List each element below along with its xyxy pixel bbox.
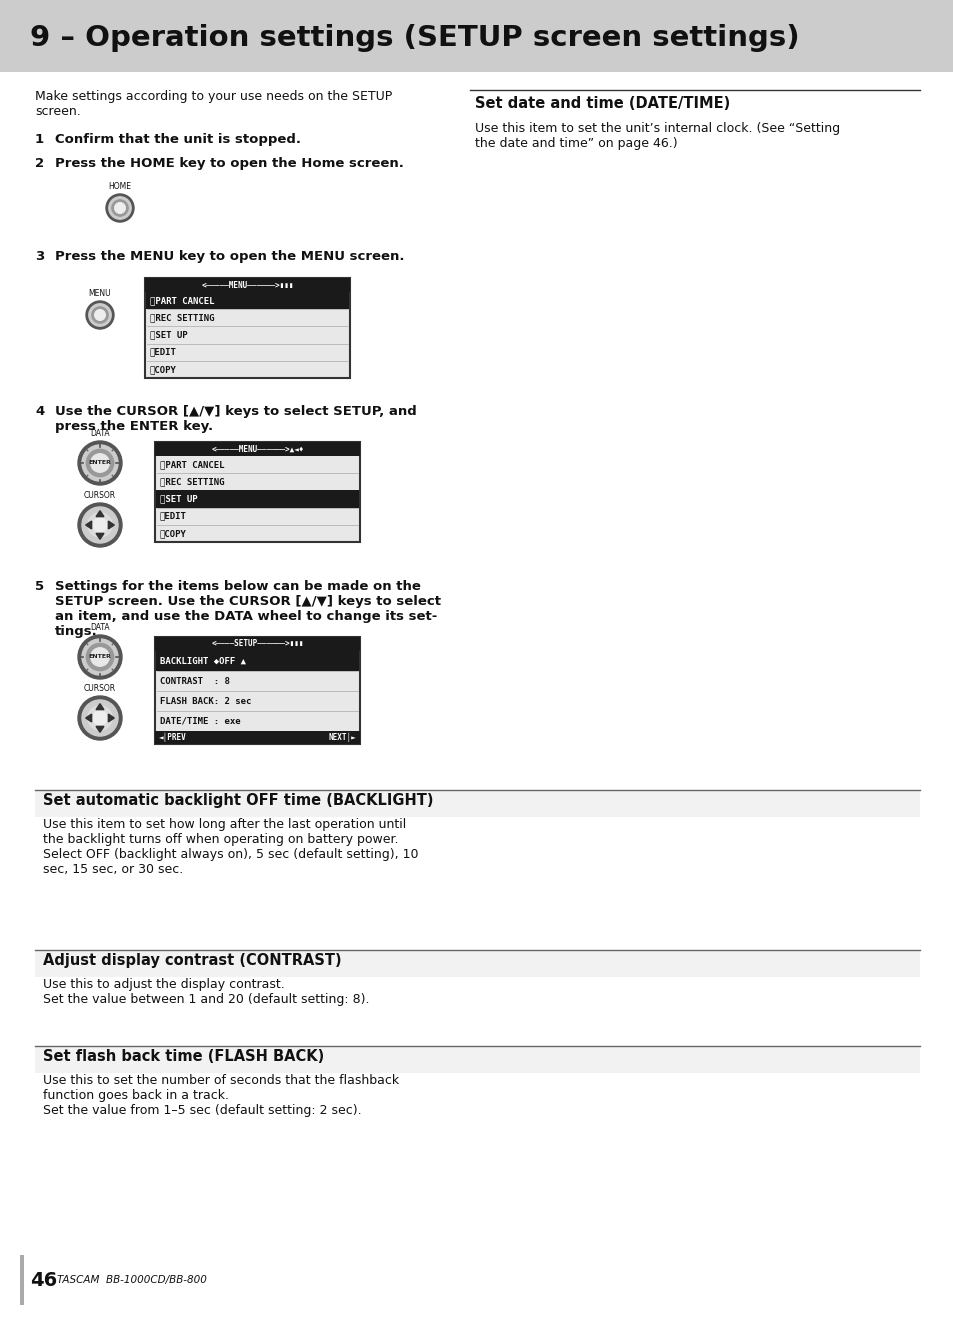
Text: CURSOR: CURSOR bbox=[84, 684, 116, 694]
Circle shape bbox=[78, 635, 122, 679]
Circle shape bbox=[87, 450, 113, 477]
Text: Press the HOME key to open the Home screen.: Press the HOME key to open the Home scre… bbox=[55, 157, 403, 170]
Polygon shape bbox=[109, 521, 114, 529]
Text: ⁄SET UP: ⁄SET UP bbox=[160, 494, 197, 503]
Text: NEXT│►: NEXT│► bbox=[328, 732, 355, 742]
Bar bbox=[154, 442, 359, 457]
Text: ⁄COPY: ⁄COPY bbox=[150, 366, 176, 374]
Bar bbox=[0, 0, 953, 72]
Circle shape bbox=[82, 700, 118, 736]
Bar bbox=[156, 490, 358, 507]
Text: DATA: DATA bbox=[91, 623, 110, 632]
Polygon shape bbox=[96, 726, 104, 732]
Text: CONTRAST  : 8: CONTRAST : 8 bbox=[160, 676, 230, 686]
Text: 46: 46 bbox=[30, 1271, 57, 1289]
Bar bbox=[154, 637, 359, 744]
Bar bbox=[145, 279, 350, 292]
Polygon shape bbox=[96, 510, 104, 517]
Text: Use this to adjust the display contrast.
Set the value between 1 and 20 (default: Use this to adjust the display contrast.… bbox=[43, 977, 369, 1006]
Text: TASCAM  BB-1000CD/BB-800: TASCAM BB-1000CD/BB-800 bbox=[57, 1275, 207, 1285]
Circle shape bbox=[88, 706, 112, 730]
Text: <────SETUP──────>▮▮▮: <────SETUP──────>▮▮▮ bbox=[211, 640, 303, 648]
Text: CURSOR: CURSOR bbox=[84, 491, 116, 499]
Text: Confirm that the unit is stopped.: Confirm that the unit is stopped. bbox=[55, 133, 301, 146]
Circle shape bbox=[78, 441, 122, 485]
Circle shape bbox=[109, 197, 132, 220]
Text: Use the CURSOR [▲/▼] keys to select SETUP, and
press the ENTER key.: Use the CURSOR [▲/▼] keys to select SETU… bbox=[55, 404, 416, 432]
Polygon shape bbox=[86, 714, 91, 722]
Circle shape bbox=[86, 301, 113, 329]
Text: Use this to set the number of seconds that the flashback
function goes back in a: Use this to set the number of seconds th… bbox=[43, 1074, 398, 1117]
Text: ⁄SET UP: ⁄SET UP bbox=[150, 331, 188, 340]
Text: ⁄EDIT: ⁄EDIT bbox=[150, 348, 176, 356]
Text: BACKLIGHT ◆OFF ▲: BACKLIGHT ◆OFF ▲ bbox=[160, 656, 246, 665]
Text: ◄│PREV: ◄│PREV bbox=[159, 732, 187, 742]
Circle shape bbox=[114, 202, 125, 213]
Text: Adjust display contrast (CONTRAST): Adjust display contrast (CONTRAST) bbox=[43, 953, 341, 968]
Polygon shape bbox=[86, 521, 91, 529]
Text: Settings for the items below can be made on the
SETUP screen. Use the CURSOR [▲/: Settings for the items below can be made… bbox=[55, 580, 440, 637]
Bar bbox=[35, 1046, 919, 1073]
Text: ⁄REC SETTING: ⁄REC SETTING bbox=[160, 477, 224, 486]
Bar bbox=[154, 637, 359, 651]
Text: ⁄REC SETTING: ⁄REC SETTING bbox=[150, 313, 214, 323]
Circle shape bbox=[87, 643, 113, 671]
Circle shape bbox=[88, 513, 112, 537]
Circle shape bbox=[94, 309, 105, 320]
Bar bbox=[146, 292, 349, 309]
Text: ENTER: ENTER bbox=[89, 461, 112, 466]
Polygon shape bbox=[96, 533, 104, 540]
Circle shape bbox=[92, 711, 107, 724]
Circle shape bbox=[92, 518, 107, 532]
Text: Press the MENU key to open the MENU screen.: Press the MENU key to open the MENU scre… bbox=[55, 250, 404, 262]
Text: Set flash back time (FLASH BACK): Set flash back time (FLASH BACK) bbox=[43, 1048, 324, 1065]
Text: HOME: HOME bbox=[109, 182, 132, 191]
Bar bbox=[35, 949, 919, 977]
Text: ⁄PART CANCEL: ⁄PART CANCEL bbox=[160, 461, 224, 469]
Circle shape bbox=[78, 696, 122, 740]
Bar bbox=[20, 1255, 24, 1306]
Text: ENTER: ENTER bbox=[89, 655, 112, 660]
Text: 4: 4 bbox=[35, 404, 44, 418]
Circle shape bbox=[78, 503, 122, 548]
Circle shape bbox=[82, 507, 118, 544]
Text: <─────MENU──────>▲◄♦: <─────MENU──────>▲◄♦ bbox=[211, 445, 303, 454]
Text: Set automatic backlight OFF time (BACKLIGHT): Set automatic backlight OFF time (BACKLI… bbox=[43, 793, 433, 807]
Text: DATA: DATA bbox=[91, 428, 110, 438]
Circle shape bbox=[91, 454, 110, 473]
Text: Make settings according to your use needs on the SETUP
screen.: Make settings according to your use need… bbox=[35, 90, 392, 118]
Circle shape bbox=[82, 639, 118, 675]
Text: ⁄PART CANCEL: ⁄PART CANCEL bbox=[150, 296, 214, 305]
Text: ⁄COPY: ⁄COPY bbox=[160, 529, 187, 538]
Bar bbox=[145, 279, 350, 378]
Polygon shape bbox=[96, 704, 104, 710]
Text: ⁄EDIT: ⁄EDIT bbox=[160, 511, 187, 521]
Circle shape bbox=[112, 200, 128, 216]
Text: MENU: MENU bbox=[89, 289, 112, 299]
Bar bbox=[154, 442, 359, 542]
Text: 1: 1 bbox=[35, 133, 44, 146]
Text: 5: 5 bbox=[35, 580, 44, 593]
Circle shape bbox=[89, 304, 112, 327]
Circle shape bbox=[106, 194, 133, 222]
Bar bbox=[156, 651, 358, 671]
Text: DATE/TIME : exe: DATE/TIME : exe bbox=[160, 716, 240, 726]
Text: Use this item to set how long after the last operation until
the backlight turns: Use this item to set how long after the … bbox=[43, 818, 418, 876]
Text: Use this item to set the unit’s internal clock. (See “Setting
the date and time”: Use this item to set the unit’s internal… bbox=[475, 122, 840, 150]
Text: 9 – Operation settings (SETUP screen settings): 9 – Operation settings (SETUP screen set… bbox=[30, 24, 799, 52]
Bar bbox=[35, 790, 919, 817]
Bar bbox=[154, 731, 359, 744]
Text: 2: 2 bbox=[35, 157, 44, 170]
Circle shape bbox=[91, 648, 110, 667]
Text: Set date and time (DATE/TIME): Set date and time (DATE/TIME) bbox=[475, 96, 729, 111]
Text: 3: 3 bbox=[35, 250, 44, 262]
Circle shape bbox=[82, 445, 118, 481]
Polygon shape bbox=[109, 714, 114, 722]
Text: FLASH BACK: 2 sec: FLASH BACK: 2 sec bbox=[160, 696, 251, 706]
Circle shape bbox=[91, 307, 108, 323]
Text: <─────MENU──────>▮▮▮: <─────MENU──────>▮▮▮ bbox=[201, 280, 294, 289]
